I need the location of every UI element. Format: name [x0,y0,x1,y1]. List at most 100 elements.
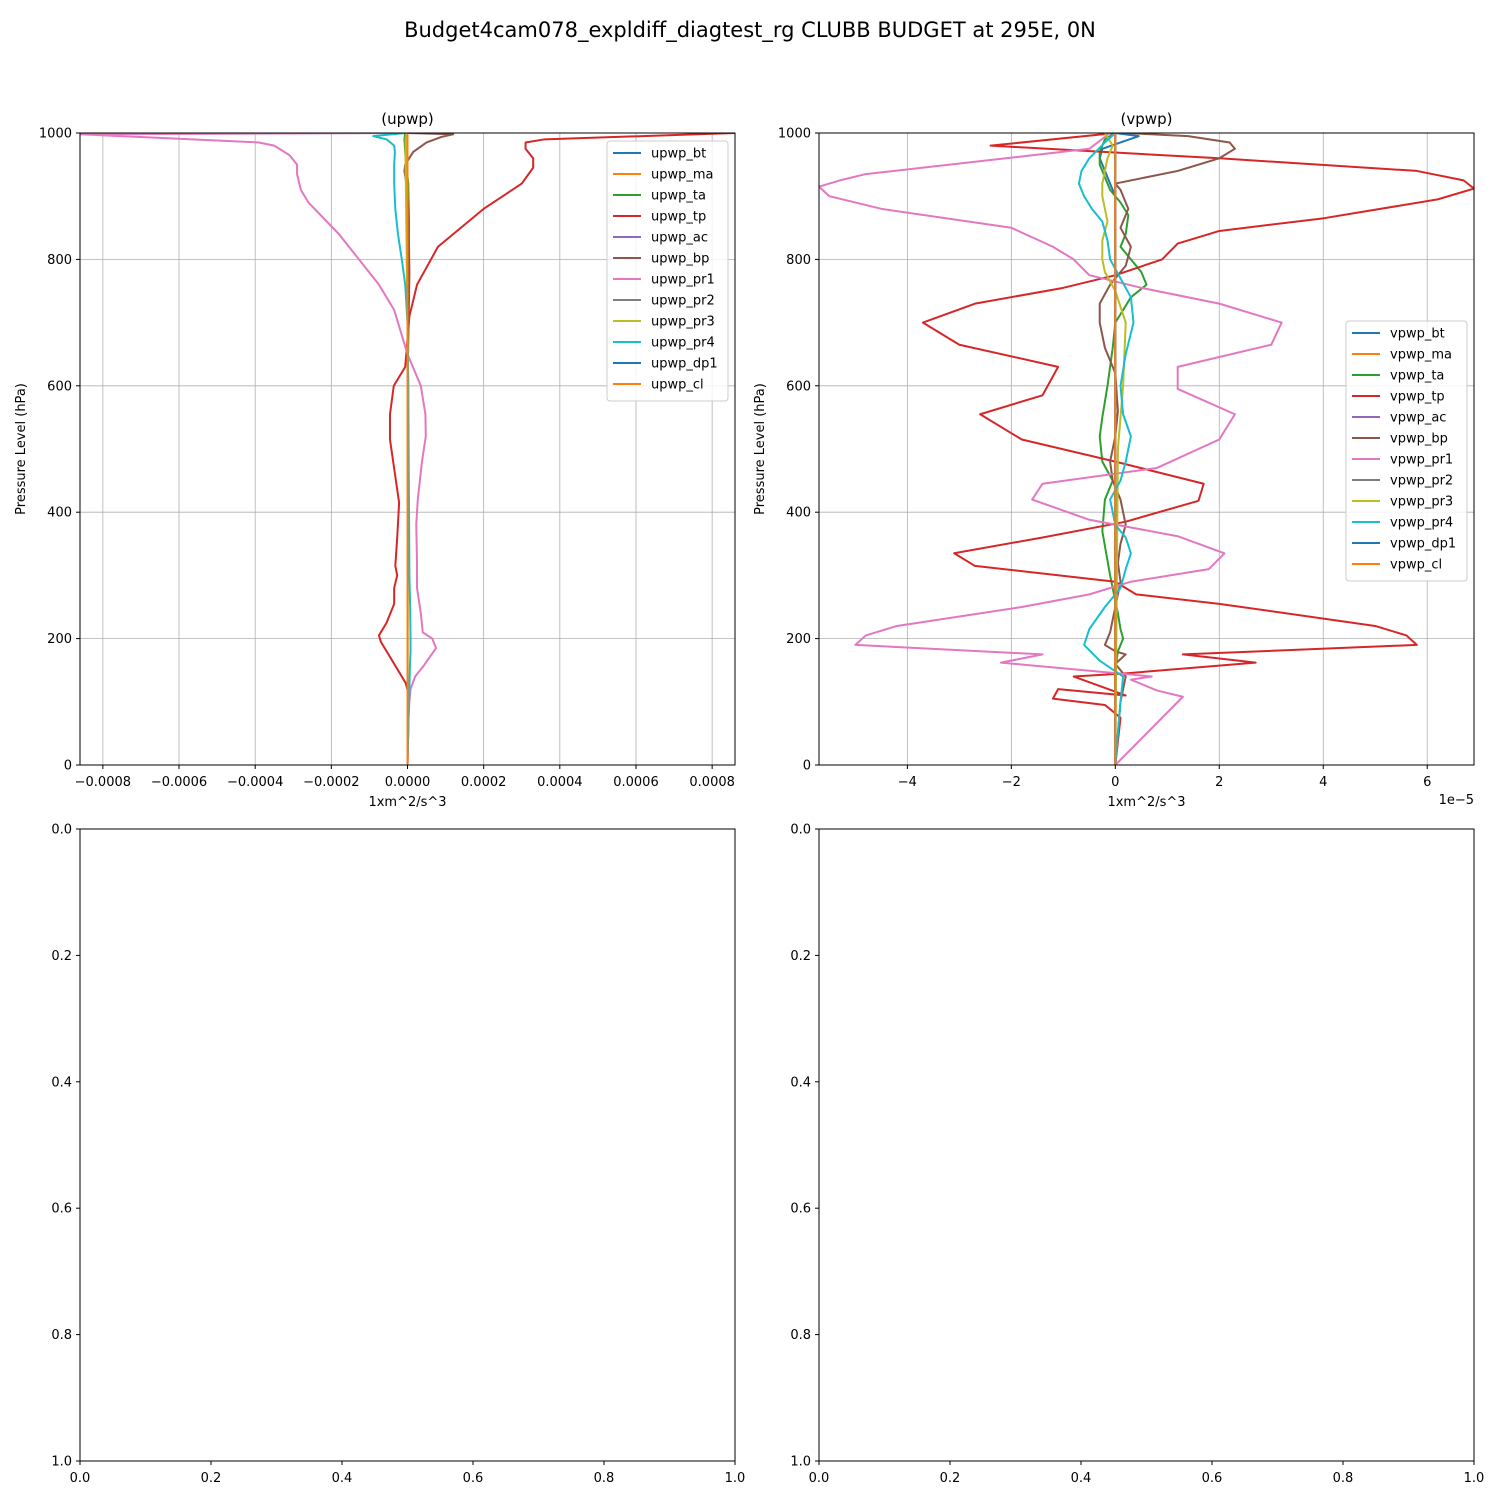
chart-3-xtick-label-0: 0.0 [809,1471,830,1486]
chart-1-legend-label-vpwp_bp: vpwp_bp [1390,432,1448,447]
chart-0-legend-label-upwp_ma: upwp_ma [651,168,714,183]
chart-1-ytick-label-0: 0 [803,759,811,774]
chart-0-legend-label-upwp_ta: upwp_ta [651,189,706,204]
chart-2-ytick-label-0: 0.0 [51,823,72,838]
chart-3-xtick-label-5: 1.0 [1464,1471,1485,1486]
chart-2-ytick-label-5: 1.0 [51,1455,72,1470]
chart-3-ytick-label-0: 0.0 [790,823,811,838]
chart-0-xtick-label-3: −0.0002 [303,775,359,790]
chart-1-xtick-label-4: 4 [1319,775,1327,790]
chart-0-series-upwp_pr1 [80,133,438,765]
panel-upwp: −0.0008 −0.0006 −0.0004 −0.0002 0.0000 0.0002… [14,110,736,810]
chart-1-offset-label: 1e−5 [1439,793,1474,808]
chart-0-legend-label-upwp_bp: upwp_bp [651,252,709,267]
chart-3-xtick-label-3: 0.6 [1202,1471,1223,1486]
chart-0-ylabel: Pressure Level (hPa) [14,383,29,515]
panel-empty-bottom-left: 0.0 0.2 0.4 0.6 0.8 1.00.00.20.40.60.81.0 [51,823,745,1487]
chart-0-legend: upwp_bt upwp_ma upwp_ta upwp_tp upwp_ac upwp_… [606,140,729,402]
chart-0-ytick-label-2: 400 [47,506,72,521]
chart-1-ytick-label-2: 400 [786,506,811,521]
chart-2-xtick-label-4: 0.8 [594,1471,615,1486]
chart-0-ytick-label-5: 1000 [39,127,72,142]
chart-1-legend-label-vpwp_cl: vpwp_cl [1390,558,1442,573]
chart-0-xtick-label-1: −0.0006 [151,775,207,790]
chart-1-ylabel: Pressure Level (hPa) [753,383,768,515]
chart-2-xtick-label-3: 0.6 [463,1471,484,1486]
chart-3-axes-frame [818,828,1475,1462]
chart-0-series-group [80,133,735,765]
panel-vpwp: −4 −2 0 2 4 6 0 200 400 600 800 1000 (vpwp) 1xm^2/s^3… [753,110,1475,810]
chart-0-xtick-label-4: 0.0000 [385,775,431,790]
chart-1-series-group [819,133,1474,765]
chart-1-legend: vpwp_bt vpwp_ma vpwp_ta vpwp_tp vpwp_ac vpwp_… [1345,320,1468,582]
chart-0-legend-label-upwp_pr4: upwp_pr4 [651,336,715,351]
chart-0-ytick-label-3: 600 [47,379,72,394]
chart-1-legend-label-vpwp_pr4: vpwp_pr4 [1390,516,1453,531]
chart-0-ytick-label-0: 0 [64,759,72,774]
chart-3-ytick-label-4: 0.8 [790,1328,811,1343]
chart-1-legend-label-vpwp_pr2: vpwp_pr2 [1390,474,1453,489]
chart-3-ytick-label-3: 0.6 [790,1202,811,1217]
chart-1-legend-label-vpwp_dp1: vpwp_dp1 [1390,537,1456,552]
chart-2-ytick-label-3: 0.6 [51,1202,72,1217]
chart-1-xtick-label-1: −2 [1002,775,1021,790]
chart-1-title: (vpwp) [1121,110,1173,128]
chart-0-legend-label-upwp_pr3: upwp_pr3 [651,315,715,330]
chart-1-legend-label-vpwp_ac: vpwp_ac [1390,411,1446,426]
chart-0-legend-label-upwp_pr1: upwp_pr1 [651,273,715,288]
chart-1-ytick-label-1: 200 [786,632,811,647]
chart-1-xtick-label-2: 0 [1111,775,1119,790]
panel-empty-bottom-right: 0.0 0.2 0.4 0.6 0.8 1.00.00.20.40.60.81.0 [790,823,1484,1487]
chart-0-legend-box [606,140,729,402]
chart-0-xtick-label-7: 0.0006 [613,775,659,790]
chart-0-legend-label-upwp_pr2: upwp_pr2 [651,294,715,309]
chart-1-legend-label-vpwp_ma: vpwp_ma [1390,348,1452,363]
chart-1-legend-box [1345,320,1468,582]
chart-1-ytick-label-4: 800 [786,253,811,268]
chart-2-xtick-label-0: 0.0 [70,1471,91,1486]
chart-0-legend-label-upwp_cl: upwp_cl [651,378,704,393]
chart-1-xtick-label-5: 6 [1423,775,1431,790]
chart-3-xtick-label-1: 0.2 [940,1471,961,1486]
chart-1-series-vpwp_pr1 [819,133,1283,765]
chart-1-xtick-label-0: −4 [898,775,917,790]
chart-0-xtick-label-0: −0.0008 [75,775,131,790]
chart-3-ytick-label-2: 0.4 [790,1075,811,1090]
chart-0-title: (upwp) [381,110,434,128]
chart-1-axes-frame [818,132,1475,766]
chart-0-xtick-label-6: 0.0004 [537,775,583,790]
chart-2-axes-frame [79,828,736,1462]
chart-1-series-vpwp_ta [1098,133,1148,765]
chart-3-xtick-label-2: 0.4 [1071,1471,1092,1486]
chart-2-xtick-label-5: 1.0 [725,1471,746,1486]
chart-2-xtick-label-2: 0.4 [332,1471,353,1486]
chart-1-xlabel: 1xm^2/s^3 [1107,795,1185,810]
chart-3-xtick-label-4: 0.8 [1333,1471,1354,1486]
chart-1-ytick-label-3: 600 [786,379,811,394]
chart-0-xtick-label-2: −0.0004 [227,775,283,790]
chart-0-legend-label-upwp_bt: upwp_bt [651,147,706,162]
chart-1-series-vpwp_bp [1098,133,1236,765]
chart-0-ytick-label-4: 800 [47,253,72,268]
chart-1-series-vpwp_pr4 [1077,133,1135,765]
chart-2-ytick-label-4: 0.8 [51,1328,72,1343]
chart-1-legend-label-vpwp_ta: vpwp_ta [1390,369,1444,384]
chart-0-legend-label-upwp_ac: upwp_ac [651,231,708,246]
chart-0-xtick-label-5: 0.0002 [461,775,507,790]
chart-0-xlabel: 1xm^2/s^3 [368,795,446,810]
chart-0-ytick-label-1: 200 [47,632,72,647]
chart-1-ytick-label-5: 1000 [778,127,811,142]
chart-1-legend-label-vpwp_pr1: vpwp_pr1 [1390,453,1453,468]
chart-2-ytick-label-1: 0.2 [51,949,72,964]
chart-0-series-upwp_tp [377,133,735,765]
chart-2-ytick-label-2: 0.4 [51,1075,72,1090]
figure-title: Budget4cam078_expldiff_diagtest_rg CLUBB… [404,18,1096,43]
chart-2-xtick-label-1: 0.2 [201,1471,222,1486]
chart-1-legend-label-vpwp_bt: vpwp_bt [1390,327,1445,342]
chart-0-xtick-label-8: 0.0008 [689,775,735,790]
chart-3-ytick-label-1: 0.2 [790,949,811,964]
chart-1-series-vpwp_bt [1098,133,1140,765]
chart-1-legend-label-vpwp_pr3: vpwp_pr3 [1390,495,1453,510]
